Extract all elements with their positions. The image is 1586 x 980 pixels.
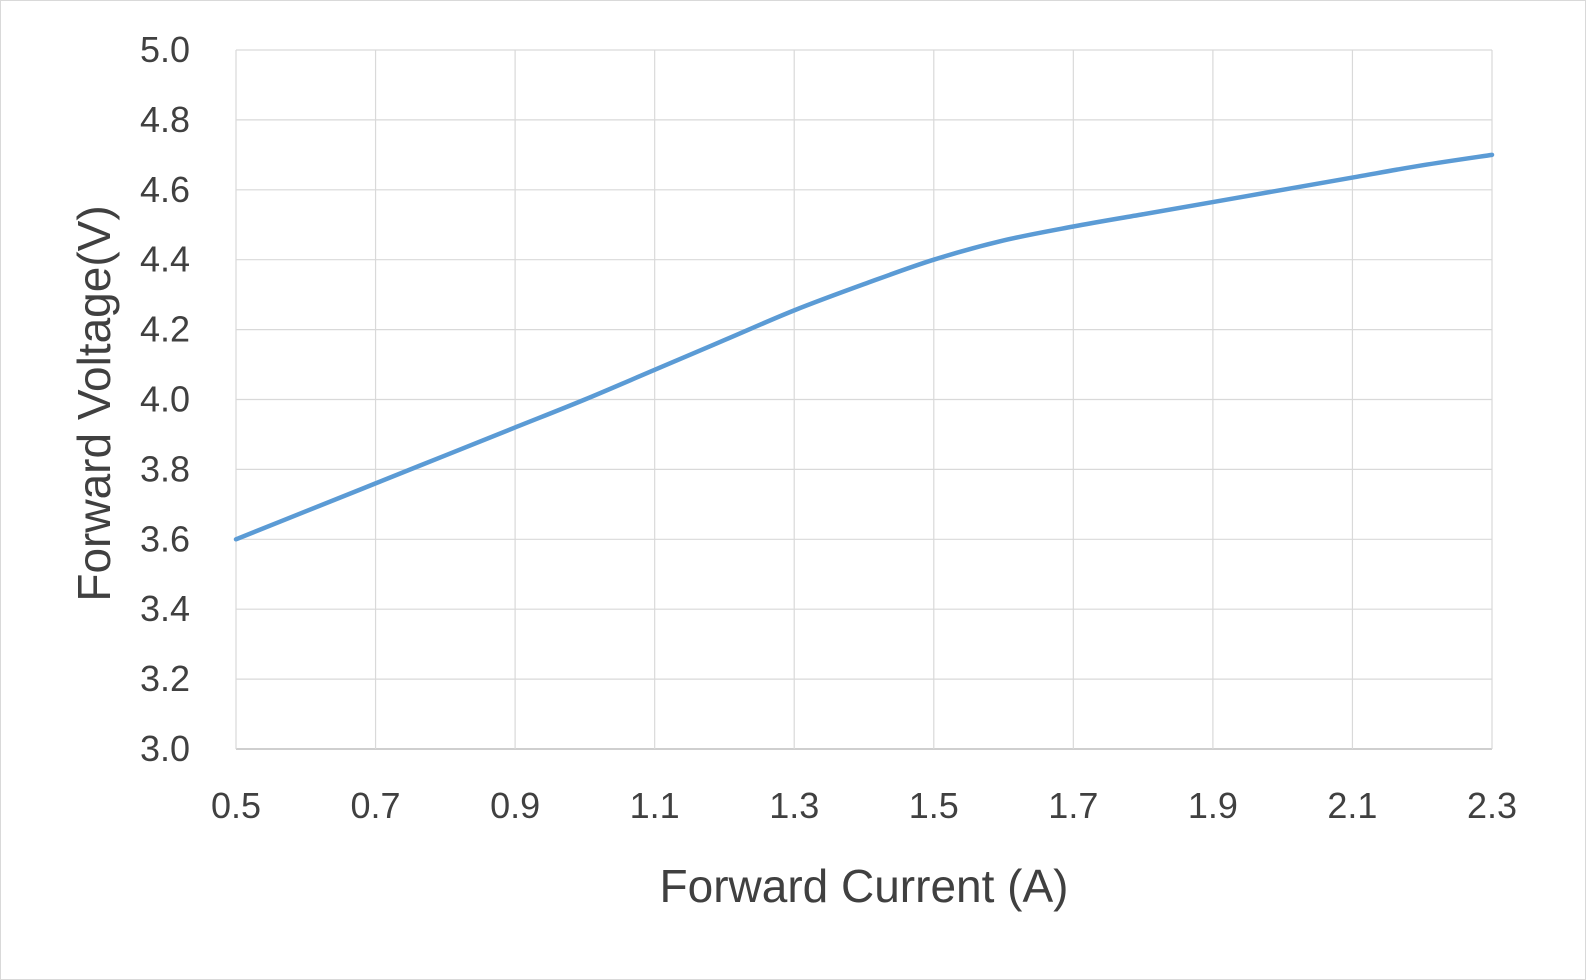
- y-tick-label: 4.8: [140, 99, 190, 140]
- y-tick-label: 3.2: [140, 658, 190, 699]
- y-axis-tick-labels: 3.0 3.2 3.4 3.6 3.8 4.0 4.2 4.4 4.6 4.8 5.0: [140, 29, 190, 769]
- y-tick-label: 3.6: [140, 518, 190, 559]
- x-tick-label: 1.5: [909, 785, 959, 826]
- y-tick-label: 4.4: [140, 239, 190, 280]
- gridlines: [235, 49, 1493, 750]
- y-tick-label: 4.2: [140, 309, 190, 350]
- y-tick-label: 3.8: [140, 448, 190, 489]
- x-tick-label: 2.3: [1467, 785, 1517, 826]
- x-tick-label: 1.1: [630, 785, 680, 826]
- y-tick-label: 3.4: [140, 588, 190, 629]
- series-layer: [233, 152, 1495, 542]
- x-tick-label: 1.7: [1048, 785, 1098, 826]
- x-tick-label: 0.5: [211, 785, 261, 826]
- y-tick-label: 5.0: [140, 29, 190, 70]
- x-tick-label: 1.3: [769, 785, 819, 826]
- y-tick-label: 4.6: [140, 169, 190, 210]
- x-tick-label: 0.9: [490, 785, 540, 826]
- x-axis-tick-labels: 0.5 0.7 0.9 1.1 1.3 1.5 1.7 1.9 2.1 2.3: [211, 785, 1517, 826]
- x-tick-label: 1.9: [1188, 785, 1238, 826]
- series-line-0: [233, 152, 1495, 542]
- x-tick-label: 0.7: [351, 785, 401, 826]
- x-tick-label: 2.1: [1327, 785, 1377, 826]
- x-axis-title: Forward Current (A): [660, 860, 1069, 912]
- y-tick-label: 4.0: [140, 379, 190, 420]
- y-axis-title: Forward Voltage(V): [68, 205, 120, 601]
- y-tick-label: 3.0: [140, 728, 190, 769]
